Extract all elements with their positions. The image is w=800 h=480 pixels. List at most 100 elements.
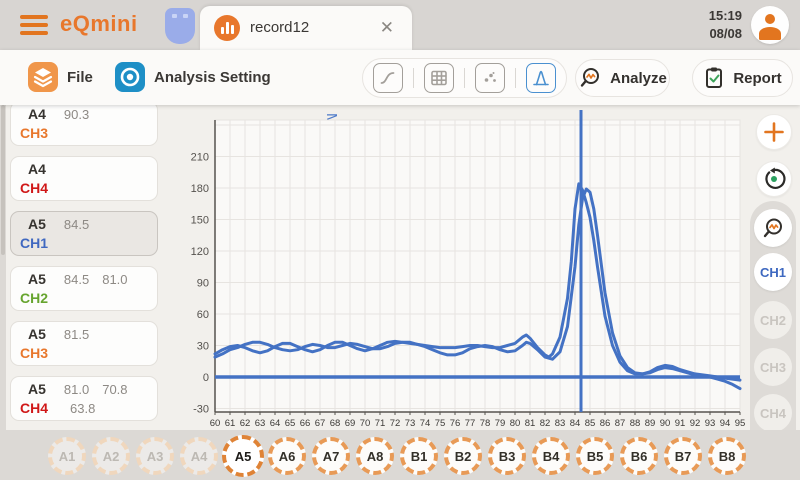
add-button[interactable]: [756, 114, 792, 150]
usb-device-icon: [165, 8, 195, 44]
well-button-B6[interactable]: B6: [620, 437, 658, 475]
svg-text:89: 89: [645, 418, 656, 429]
svg-text:79: 79: [495, 418, 506, 429]
well-button-A3[interactable]: A3: [136, 437, 174, 475]
svg-text:210: 210: [191, 152, 209, 164]
well-button-A2[interactable]: A2: [92, 437, 130, 475]
channel-label: CH1: [20, 235, 49, 251]
well-button-B1[interactable]: B1: [400, 437, 438, 475]
divider: [515, 68, 516, 88]
svg-text:80: 80: [510, 418, 521, 429]
well-button-A6[interactable]: A6: [268, 437, 306, 475]
date-label: 08/08: [709, 26, 742, 41]
sample-card-A5-CH2[interactable]: A5 84.5 81.0 CH2: [10, 266, 158, 311]
svg-text:70: 70: [360, 418, 371, 429]
magnifier-wave-icon: [763, 218, 782, 238]
svg-text:120: 120: [191, 246, 209, 258]
sample-card-A5-CH4[interactable]: A5 81.0 70.8 CH4 63.8: [10, 376, 158, 421]
tm-value: 81.0: [63, 382, 90, 397]
analyze-label: Analyze: [610, 69, 667, 87]
analysis-setting-button[interactable]: Analysis Setting: [115, 62, 271, 92]
svg-text:62: 62: [240, 418, 251, 429]
svg-text:83: 83: [555, 418, 566, 429]
well-button-A4[interactable]: A4: [180, 437, 218, 475]
tm-value: 90.3: [63, 107, 90, 122]
close-icon[interactable]: ✕: [379, 18, 394, 37]
svg-text:75: 75: [435, 418, 446, 429]
amplification-curve-icon[interactable]: [373, 63, 403, 93]
well-button-A5[interactable]: A5: [222, 435, 264, 477]
sample-list-scrollbar[interactable]: [0, 105, 6, 430]
toolbar: File Analysis Setting: [0, 50, 800, 105]
reset-view-button[interactable]: [756, 161, 792, 197]
channel-label: CH3: [20, 345, 49, 361]
well-button-B3[interactable]: B3: [488, 437, 526, 475]
svg-text:84: 84: [570, 418, 581, 429]
file-label: File: [67, 68, 93, 86]
svg-text:30: 30: [197, 341, 209, 353]
divider: [464, 68, 465, 88]
svg-text:64: 64: [270, 418, 281, 429]
tm-value: 84.5: [63, 217, 90, 232]
view-mode-group: [362, 58, 567, 98]
user-avatar[interactable]: [751, 6, 789, 44]
svg-text:88: 88: [630, 418, 641, 429]
svg-text:69: 69: [345, 418, 356, 429]
channel-button-CH4[interactable]: CH4: [754, 394, 792, 430]
svg-text:60: 60: [210, 418, 221, 429]
well-button-B4[interactable]: B4: [532, 437, 570, 475]
plus-icon: [764, 122, 784, 142]
tm-value: 63.8: [70, 401, 96, 416]
channel-button-CH3[interactable]: CH3: [754, 348, 792, 386]
file-button[interactable]: File: [28, 62, 93, 92]
clock: 15:19 08/08: [709, 7, 742, 43]
svg-text:87: 87: [615, 418, 626, 429]
zoom-analyze-button[interactable]: [754, 209, 792, 247]
svg-text:85: 85: [585, 418, 596, 429]
sample-card-A5-CH3[interactable]: A5 81.5 CH3: [10, 321, 158, 366]
tm-value: 70.8: [102, 382, 128, 397]
channel-label: CH4: [20, 400, 49, 416]
scatter-plot-icon[interactable]: [475, 63, 505, 93]
svg-text:91: 91: [675, 418, 686, 429]
sample-card-A5-CH1[interactable]: A5 84.5 CH1: [10, 211, 158, 256]
svg-text:95: 95: [735, 418, 746, 429]
channel-button-CH2[interactable]: CH2: [754, 301, 792, 339]
well-button-B2[interactable]: B2: [444, 437, 482, 475]
melting-peak-icon[interactable]: [526, 63, 556, 93]
reset-icon: [765, 167, 786, 189]
channel-button-CH1[interactable]: CH1: [754, 253, 792, 291]
well-label: A5: [28, 326, 46, 342]
analyze-magnifier-icon: [580, 68, 600, 87]
file-layers-icon: [28, 62, 58, 92]
svg-text:90: 90: [660, 418, 671, 429]
well-button-A7[interactable]: A7: [312, 437, 350, 475]
well-button-B8[interactable]: B8: [708, 437, 746, 475]
well-label: A4: [28, 161, 46, 177]
svg-text:92: 92: [690, 418, 701, 429]
svg-text:90: 90: [197, 278, 209, 290]
well-button-B7[interactable]: B7: [664, 437, 702, 475]
data-table-icon[interactable]: [424, 63, 454, 93]
report-button[interactable]: Report: [692, 59, 793, 97]
svg-text:93: 93: [705, 418, 716, 429]
channel-label: CH2: [20, 290, 49, 306]
analyze-button[interactable]: Analyze: [575, 59, 670, 97]
report-label: Report: [733, 69, 782, 87]
sample-card-A4-CH3[interactable]: A4 90.3 CH3: [10, 105, 158, 146]
svg-text:-30: -30: [193, 404, 209, 416]
app-logo: eQmini: [60, 11, 138, 36]
tab-record12[interactable]: record12 ✕: [200, 6, 412, 50]
well-button-A8[interactable]: A8: [356, 437, 394, 475]
svg-text:86: 86: [600, 418, 611, 429]
main-content: A4 90.3 CH3 A4 CH4 A5 84.5 CH1 A5 84.5 81.0 CH2 A5 81…: [0, 105, 800, 430]
well-selector-bar: A1 A2 A3 A4 A5 A6 A7 A8 B1 B2 B3 B4 B5 B6 B7 B8: [0, 430, 800, 480]
well-label: A5: [28, 381, 46, 397]
svg-text:0: 0: [203, 372, 209, 384]
svg-text:180: 180: [191, 183, 209, 195]
well-button-A1[interactable]: A1: [48, 437, 86, 475]
sample-card-A4-CH4[interactable]: A4 CH4: [10, 156, 158, 201]
hamburger-menu-icon[interactable]: [20, 15, 48, 35]
well-button-B5[interactable]: B5: [576, 437, 614, 475]
